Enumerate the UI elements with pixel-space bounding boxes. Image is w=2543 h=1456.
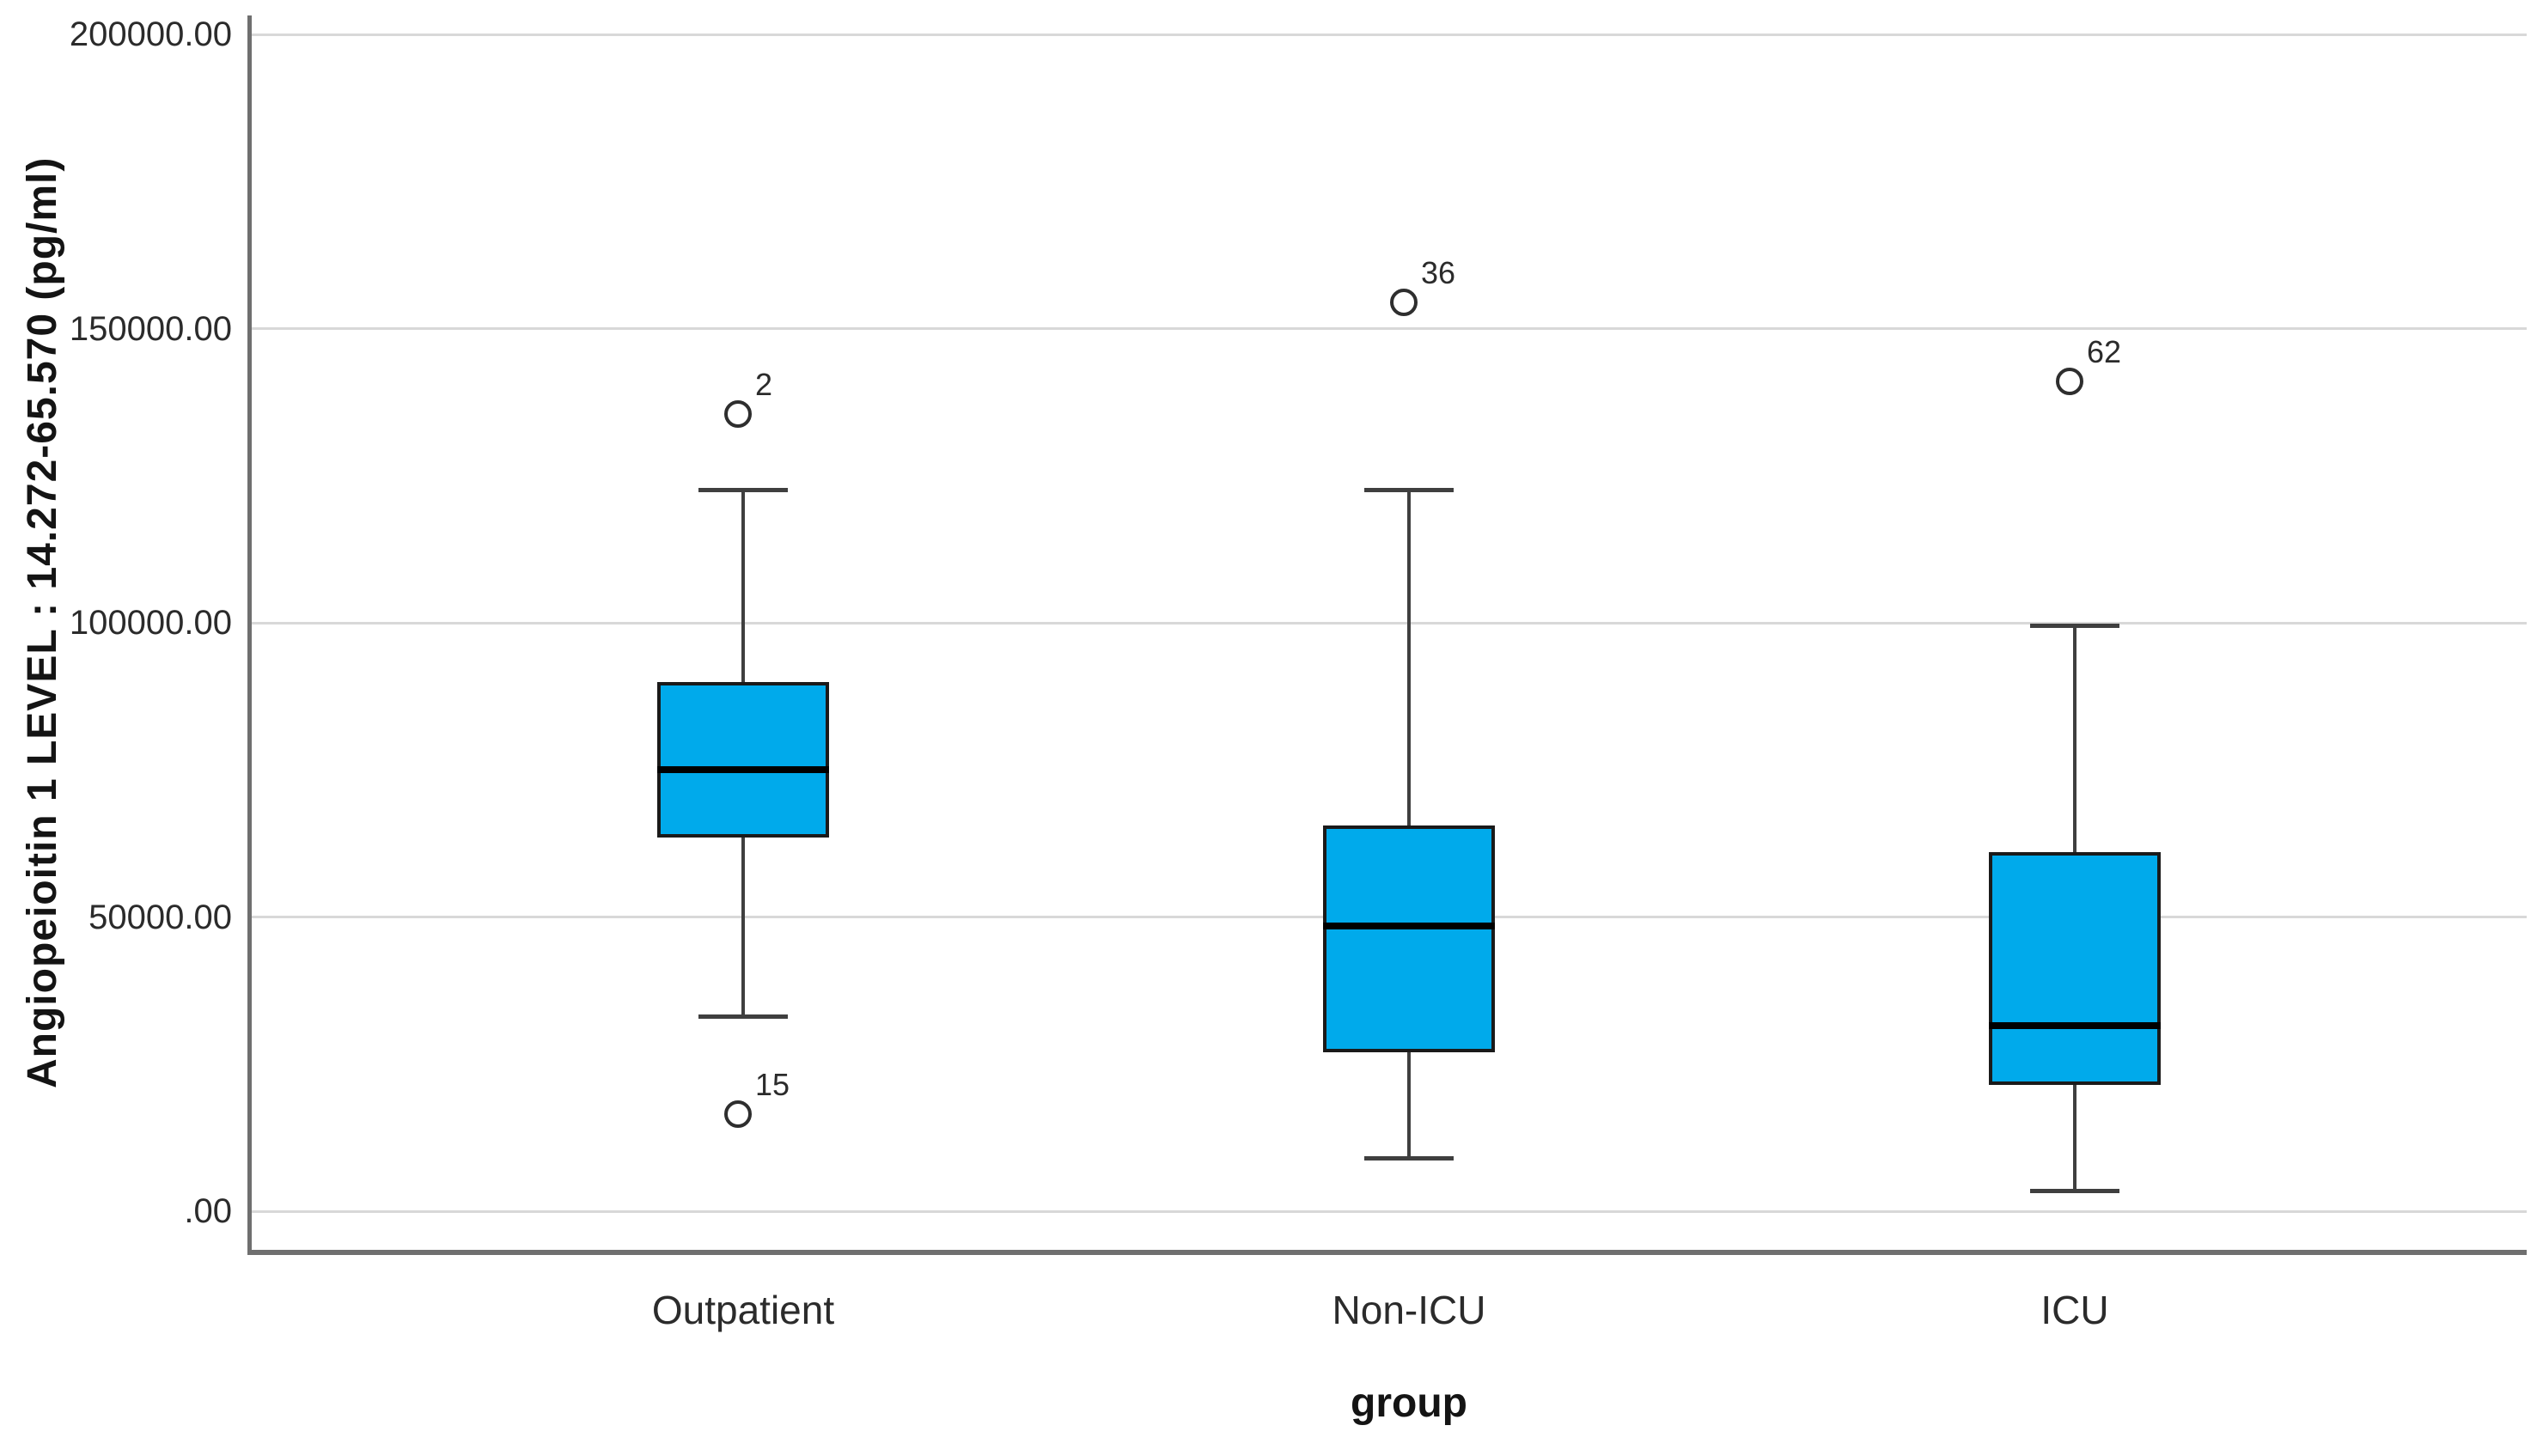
y-gridline [249,33,2527,36]
upper-whisker-cap [2030,623,2119,628]
iqr-box [1323,825,1495,1053]
y-tick-label: 50000.00 [88,898,232,936]
lower-whisker-cap [2030,1188,2119,1193]
y-gridline [249,327,2527,330]
upper-whisker-cap [1364,488,1454,493]
y-gridline [249,1209,2527,1213]
outlier-point [724,1100,752,1128]
outlier-label: 15 [755,1066,790,1102]
median-line [1989,1022,2161,1030]
y-tick-label: 100000.00 [69,604,232,642]
x-tick-label: Outpatient [651,1288,835,1332]
outlier-label: 2 [755,366,773,402]
outlier-point [1390,288,1418,316]
lower-whisker-line [741,838,745,1017]
lower-whisker-line [2073,1084,2076,1191]
iqr-box [657,681,829,838]
y-tick-label: 200000.00 [69,15,232,53]
outlier-point [2056,368,2083,396]
y-gridline [249,621,2527,624]
median-line [1323,922,1495,929]
upper-whisker-cap [698,488,788,493]
y-tick-label: .00 [184,1192,232,1230]
x-axis-line [249,1250,2527,1255]
outlier-label: 62 [2087,334,2122,370]
iqr-box [1989,852,2161,1085]
lower-whisker-line [1407,1052,1411,1159]
x-axis-title: group [1351,1380,1467,1426]
outlier-label: 36 [1421,254,1456,290]
x-tick-label: ICU [2040,1288,2109,1332]
lower-whisker-cap [1364,1155,1454,1161]
y-tick-label: 150000.00 [69,309,232,348]
upper-whisker-line [741,490,745,682]
lower-whisker-cap [698,1014,788,1020]
x-tick-label: Non-ICU [1332,1288,1486,1332]
upper-whisker-line [1407,490,1411,826]
median-line [657,766,829,774]
y-axis-line [247,15,252,1255]
upper-whisker-line [2073,625,2076,853]
outlier-point [724,399,752,428]
